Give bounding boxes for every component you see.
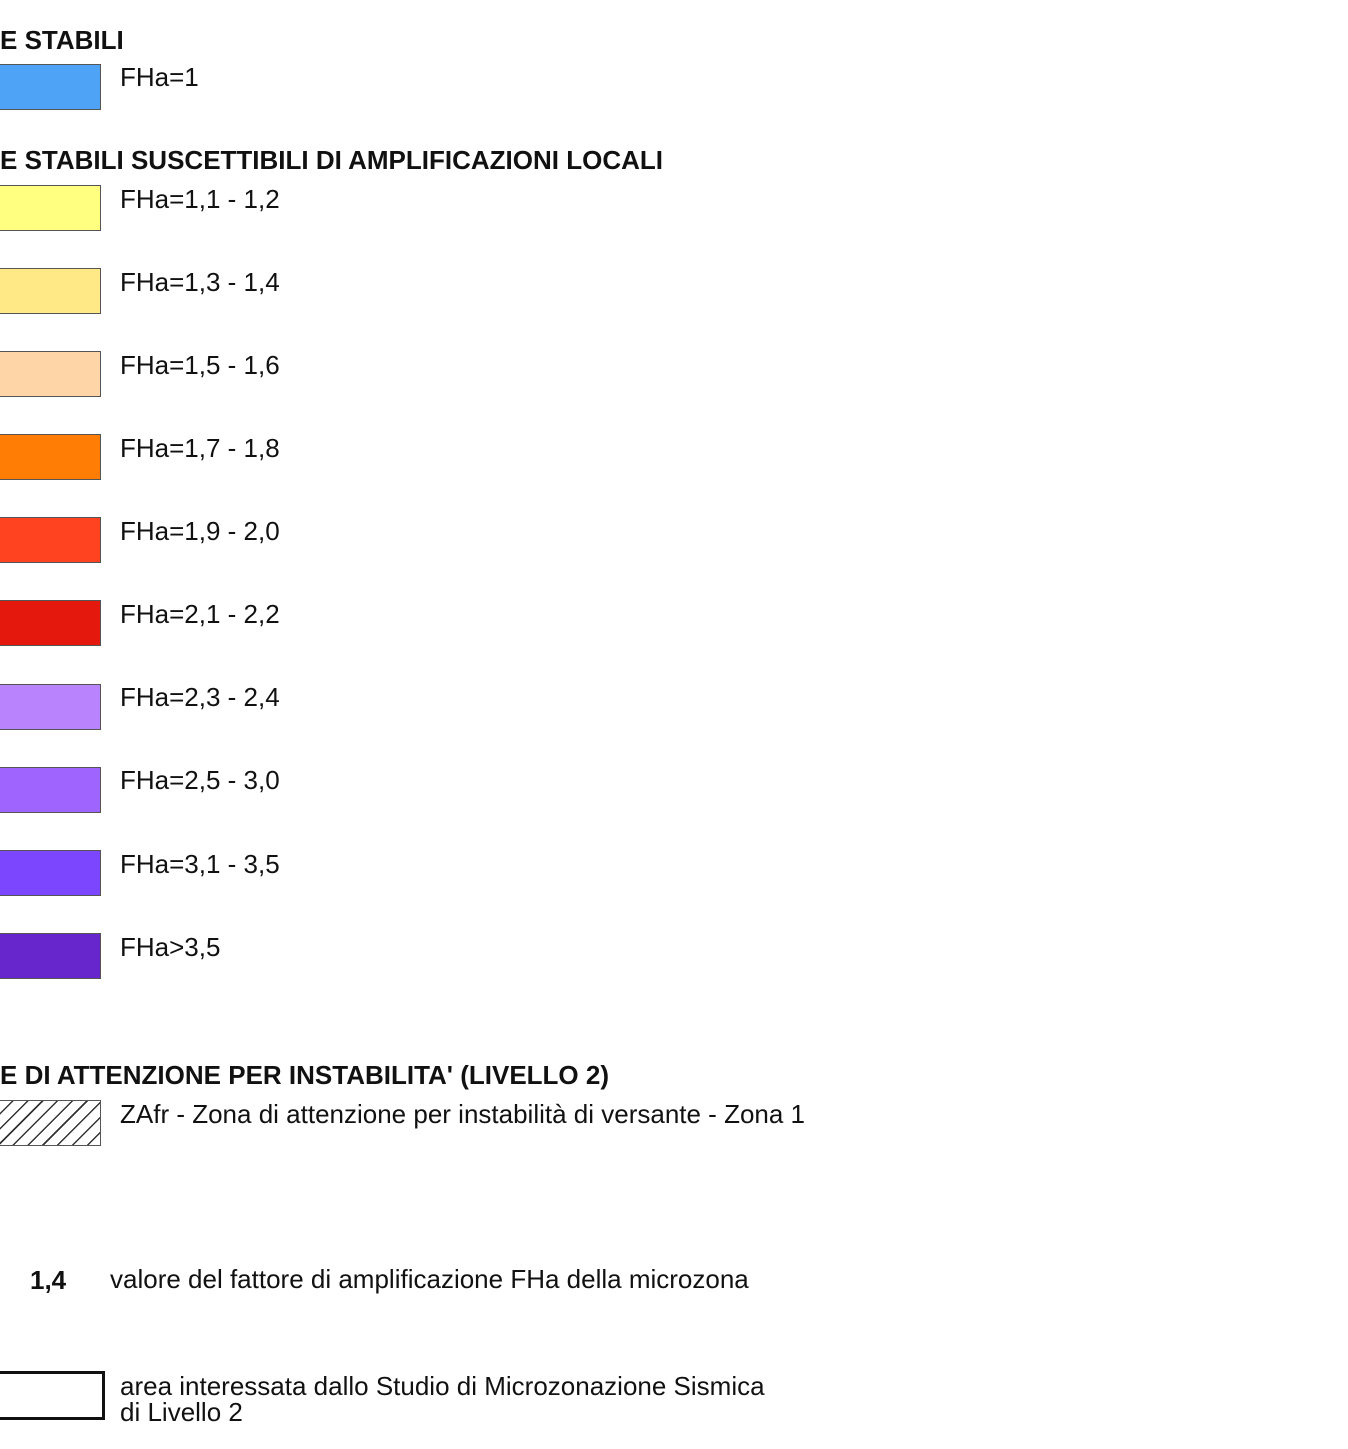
legend-label: FHa=2,1 - 2,2 xyxy=(120,599,280,629)
legend-swatch xyxy=(0,684,101,730)
legend-swatch xyxy=(0,268,101,314)
study-area-label-line1: area interessata dallo Studio di Microzo… xyxy=(120,1371,765,1401)
legend-label: FHa=1,5 - 1,6 xyxy=(120,350,280,380)
legend-label-fha-1: FHa=1 xyxy=(120,62,199,92)
legend-swatch xyxy=(0,600,101,646)
legend-label: FHa=3,1 - 3,5 xyxy=(120,849,280,879)
attention-zones-heading: E DI ATTENZIONE PER INSTABILITA' (LIVELL… xyxy=(0,1060,609,1090)
legend-swatch xyxy=(0,933,101,979)
fha-value-sample: 1,4 xyxy=(30,1265,67,1295)
legend-label: FHa=2,5 - 3,0 xyxy=(120,765,280,795)
legend-swatch xyxy=(0,517,101,563)
legend-label: FHa=1,7 - 1,8 xyxy=(120,433,280,463)
fha-value-description: valore del fattore di amplificazione FHa… xyxy=(110,1264,749,1294)
amplification-zones-heading: E STABILI SUSCETTIBILI DI AMPLIFICAZIONI… xyxy=(0,145,663,175)
hatch-pattern-swatch xyxy=(0,1100,101,1146)
study-area-label-line2: di Livello 2 xyxy=(120,1397,243,1427)
legend-label: FHa=1,9 - 2,0 xyxy=(120,516,280,546)
legend-swatch xyxy=(0,351,101,397)
legend-label: FHa=1,1 - 1,2 xyxy=(120,184,280,214)
legend-swatch xyxy=(0,434,101,480)
legend-label: FHa=2,3 - 2,4 xyxy=(120,682,280,712)
study-area-outline-swatch xyxy=(0,1371,105,1420)
legend-swatch-fha-1 xyxy=(0,64,101,110)
stable-zones-heading: E STABILI xyxy=(0,25,124,55)
legend-label: FHa>3,5 xyxy=(120,932,221,962)
legend-swatch xyxy=(0,850,101,896)
legend-label: FHa=1,3 - 1,4 xyxy=(120,267,280,297)
legend-swatch xyxy=(0,185,101,231)
legend-label-zafr: ZAfr - Zona di attenzione per instabilit… xyxy=(120,1099,806,1129)
legend-swatch xyxy=(0,767,101,813)
